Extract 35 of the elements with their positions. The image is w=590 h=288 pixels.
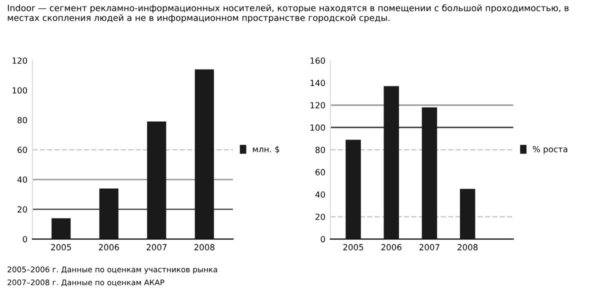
x-tick-label: 2006 xyxy=(98,244,119,250)
bar xyxy=(147,121,166,240)
bar xyxy=(460,188,476,240)
y-tick-label: 20 xyxy=(316,214,325,220)
bar xyxy=(422,107,438,240)
y-tick-label: 100 xyxy=(12,87,28,94)
x-tick-label: 2007 xyxy=(146,244,167,250)
y-tick-label: 20 xyxy=(18,206,28,213)
bar xyxy=(346,140,361,240)
y-tick-label: 60 xyxy=(316,169,325,176)
text: Indoor — сегмент рекламно-информационных носителей, которые находятся в помещении с большой проходимостью, в местах скопления людей а не в информационном пространстве городской среды. xyxy=(8,4,569,23)
y-tick-label: 0 xyxy=(22,236,28,242)
x-tick-label: 2005 xyxy=(51,244,71,250)
y-tick-label: 40 xyxy=(315,191,325,198)
y-tick-label: 120 xyxy=(12,57,28,64)
y-tick-label: 80 xyxy=(316,146,325,154)
x-tick-label: 2008 xyxy=(458,244,478,250)
x-tick-label: 2006 xyxy=(381,244,402,250)
legend-label: млн. $ xyxy=(252,146,280,154)
y-tick-label: 160 xyxy=(310,57,325,64)
y-tick-label: 60 xyxy=(18,146,28,154)
y-tick-label: 140 xyxy=(310,80,325,86)
x-tick-label: 2005 xyxy=(343,244,364,250)
bar xyxy=(99,188,118,240)
bar xyxy=(384,86,399,240)
bar xyxy=(52,218,71,240)
legend-label: % роста xyxy=(532,146,568,154)
x-tick-label: 2007 xyxy=(419,244,440,250)
y-tick-label: 40 xyxy=(17,176,28,183)
y-tick-label: 120 xyxy=(310,102,325,108)
y-tick-label: 100 xyxy=(310,124,325,131)
x-tick-label: 2008 xyxy=(194,244,214,250)
y-tick-label: 80 xyxy=(18,116,28,124)
y-tick-label: 0 xyxy=(320,236,325,242)
bar xyxy=(194,69,214,240)
